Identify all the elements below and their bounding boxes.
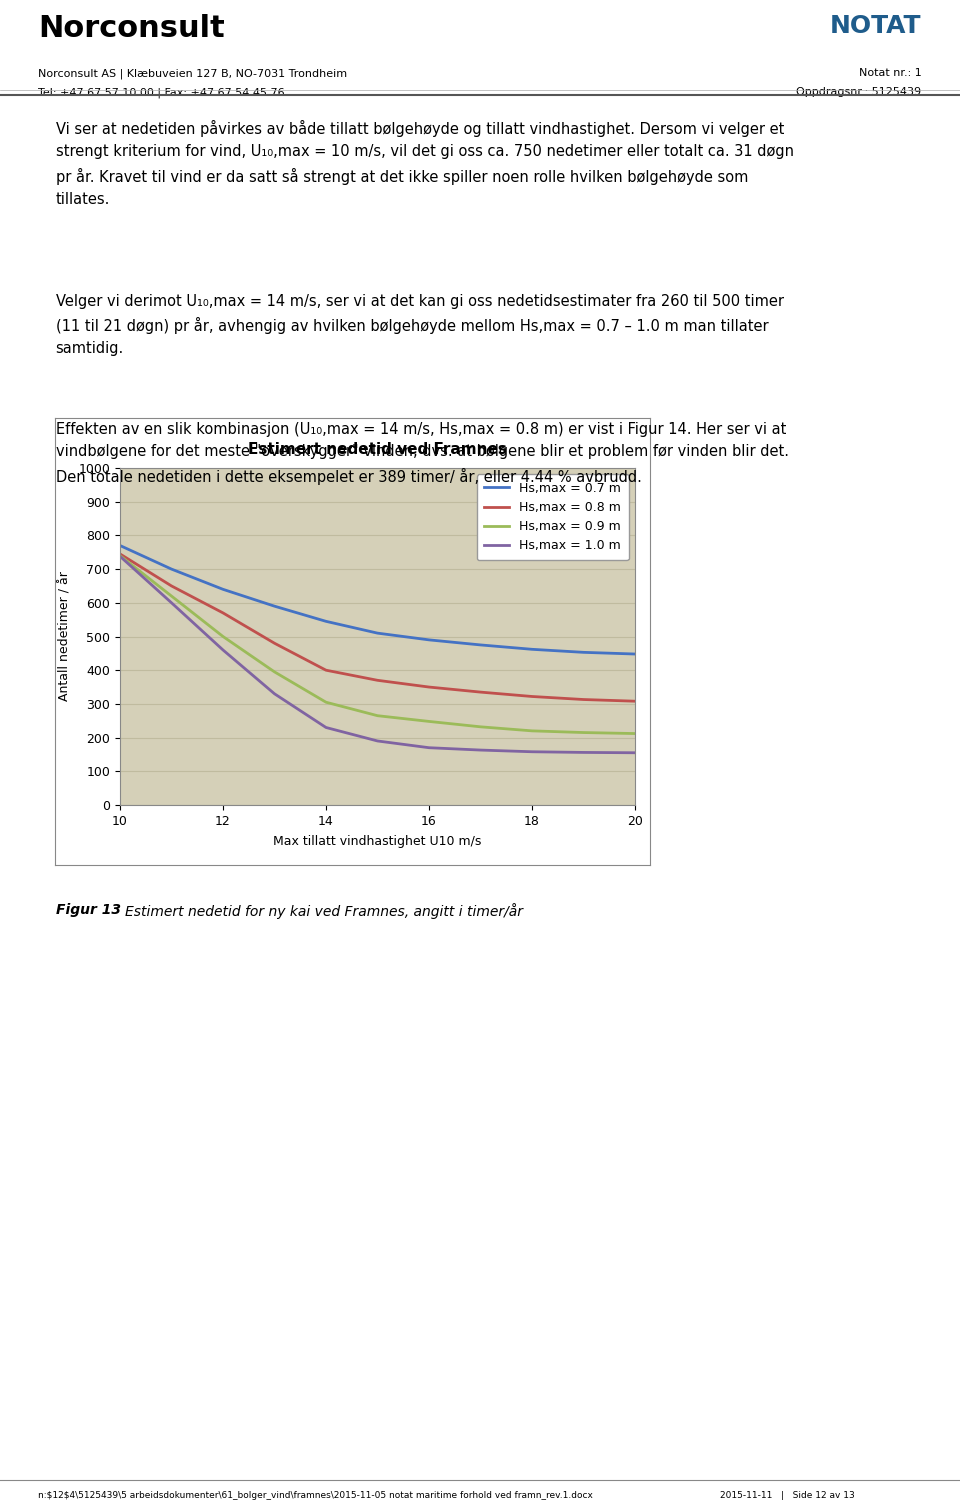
Text: Velger vi derimot U₁₀,max = 14 m/s, ser vi at det kan gi oss nedetidsestimater f: Velger vi derimot U₁₀,max = 14 m/s, ser …	[56, 293, 783, 356]
Y-axis label: Antall nedetimer / år: Antall nedetimer / år	[59, 572, 71, 702]
Text: Figur 13: Figur 13	[56, 903, 121, 917]
Title: Estimert nedetid ved Framnes: Estimert nedetid ved Framnes	[248, 442, 507, 458]
Text: Vi ser at nedetiden påvirkes av både tillatt bølgehøyde og tillatt vindhastighet: Vi ser at nedetiden påvirkes av både til…	[56, 119, 794, 207]
X-axis label: Max tillatt vindhastighet U10 m/s: Max tillatt vindhastighet U10 m/s	[274, 835, 482, 847]
Text: Notat nr.: 1: Notat nr.: 1	[859, 68, 922, 79]
Text: Norconsult: Norconsult	[38, 14, 226, 44]
Text: n:\$12\$4\5125439\5 arbeidsdokumenter\61_bolger_vind\framnes\2015-11-05 notat ma: n:\$12\$4\5125439\5 arbeidsdokumenter\61…	[38, 1490, 593, 1499]
Text: Tel: +47 67 57 10 00 | Fax: +47 67 54 45 76: Tel: +47 67 57 10 00 | Fax: +47 67 54 45…	[38, 88, 285, 98]
Text: 2015-11-11   |   Side 12 av 13: 2015-11-11 | Side 12 av 13	[720, 1490, 854, 1499]
Text: Effekten av en slik kombinasjon (U₁₀,max = 14 m/s, Hs,max = 0.8 m) er vist i Fig: Effekten av en slik kombinasjon (U₁₀,max…	[56, 421, 789, 485]
Text: Estimert nedetid for ny kai ved Framnes, angitt i timer/år: Estimert nedetid for ny kai ved Framnes,…	[125, 903, 523, 918]
Text: NOTAT: NOTAT	[830, 14, 922, 38]
Text: Norconsult AS | Klæbuveien 127 B, NO-7031 Trondheim: Norconsult AS | Klæbuveien 127 B, NO-703…	[38, 68, 348, 79]
Text: Oppdragsnr.: 5125439: Oppdragsnr.: 5125439	[797, 88, 922, 98]
Legend: Hs,max = 0.7 m, Hs,max = 0.8 m, Hs,max = 0.9 m, Hs,max = 1.0 m: Hs,max = 0.7 m, Hs,max = 0.8 m, Hs,max =…	[477, 474, 629, 560]
